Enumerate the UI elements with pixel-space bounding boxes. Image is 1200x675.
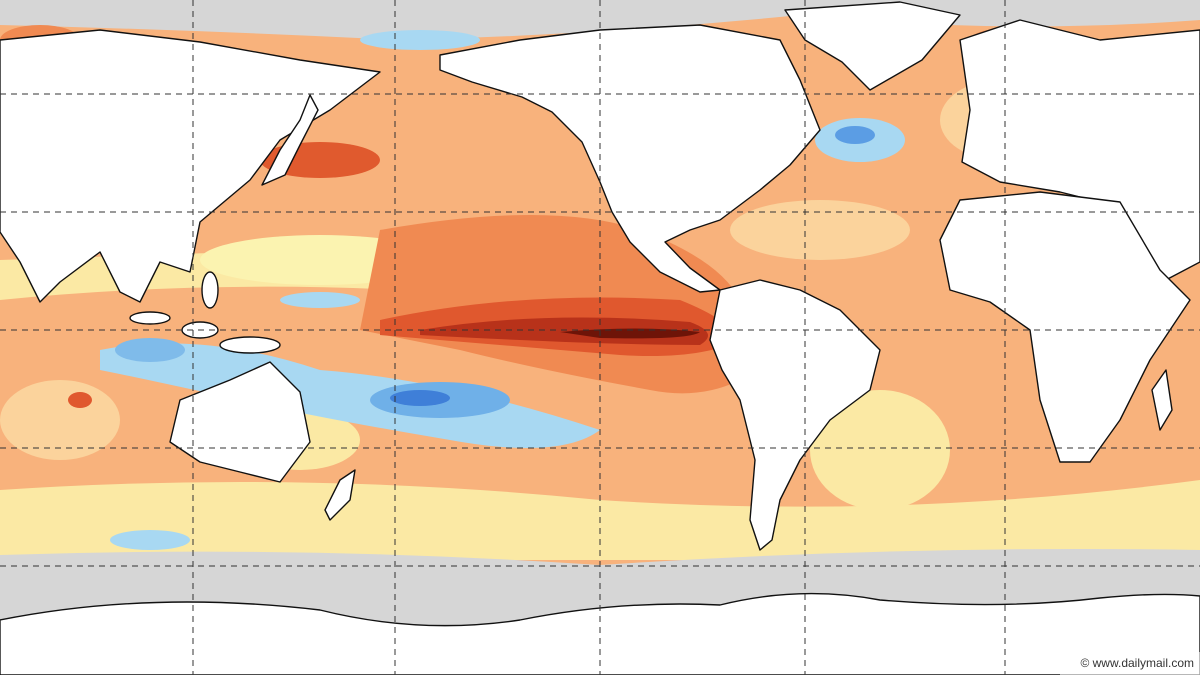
watermark-backdrop	[1060, 652, 1200, 675]
cool-anomalies	[100, 30, 905, 550]
watermark: © www.dailymail.com	[1080, 656, 1194, 670]
